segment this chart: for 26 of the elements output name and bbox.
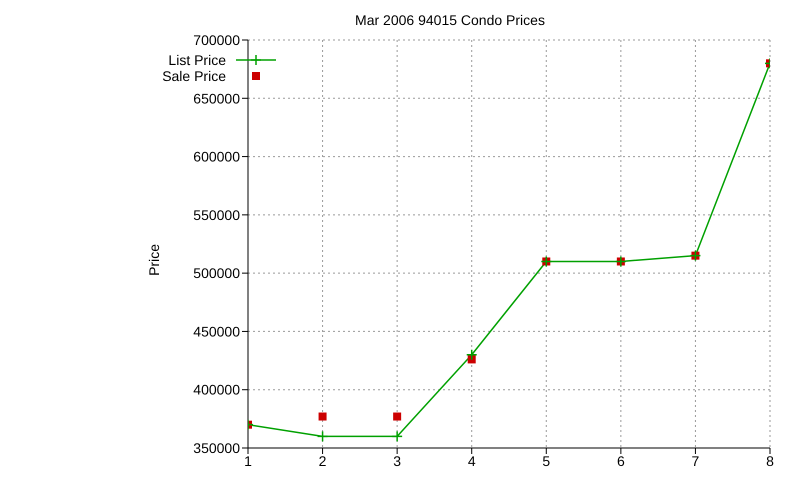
x-tick-label: 4 <box>468 452 476 469</box>
x-tick-label: 6 <box>616 452 625 469</box>
point <box>468 355 476 364</box>
y-tick-label: 450000 <box>193 323 240 340</box>
legend-label: Sale Price <box>162 68 226 84</box>
x-tick-label: 5 <box>542 452 550 469</box>
y-axis-title: Price <box>146 244 162 276</box>
y-tick-label: 650000 <box>193 90 240 106</box>
point <box>316 430 328 442</box>
x-tick-label: 1 <box>244 452 252 469</box>
y-tick-label: 350000 <box>193 440 240 456</box>
chart-title: Mar 2006 94015 Condo Prices <box>354 12 546 28</box>
x-tick-label: 2 <box>318 452 327 469</box>
x-tick-label: 3 <box>393 452 402 469</box>
y-tick-label: 400000 <box>193 382 240 398</box>
point <box>466 348 478 360</box>
y-tick-label: 550000 <box>193 206 240 223</box>
x-tick-label: 8 <box>766 452 774 469</box>
point <box>393 412 402 421</box>
y-tick-label: 700000 <box>193 32 240 48</box>
legend-label: List Price <box>168 52 226 68</box>
x-tick-label: 7 <box>692 452 700 469</box>
y-tick-label: 500000 <box>193 265 240 282</box>
point <box>318 412 327 421</box>
point <box>391 430 403 442</box>
y-tick-label: 600000 <box>193 148 240 165</box>
